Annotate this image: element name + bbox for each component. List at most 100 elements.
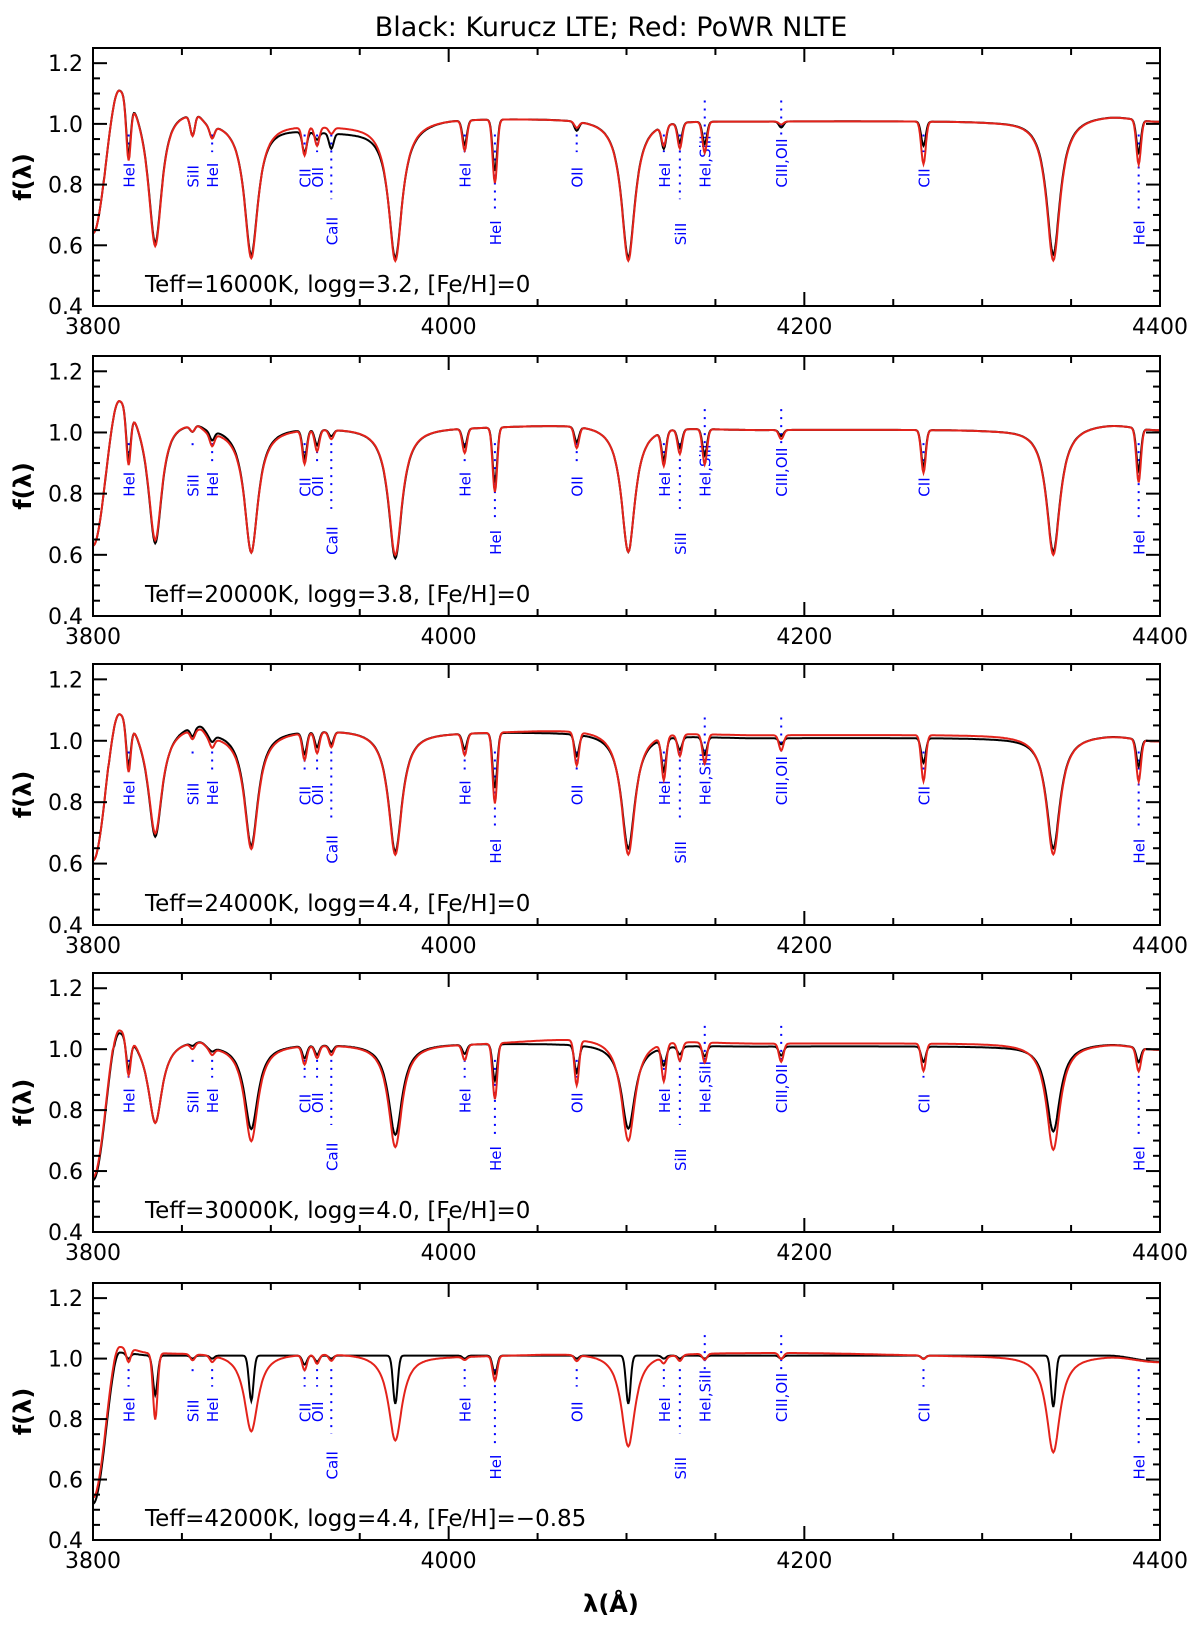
y-tick-label: 0.8 — [48, 174, 83, 199]
kurucz-lte-line — [93, 400, 1160, 561]
x-tick-label: 4400 — [1132, 934, 1188, 959]
line-id-label: OII — [569, 476, 587, 497]
x-tick-label: 3800 — [65, 315, 121, 340]
plot-frame — [92, 972, 1161, 1233]
y-tick-label: 0.4 — [48, 1221, 83, 1246]
x-tick-label: 4000 — [421, 1241, 477, 1266]
x-tick-label: 4200 — [776, 625, 832, 650]
line-id-label: HeI — [656, 1088, 674, 1113]
line-id-label: CII — [297, 168, 315, 187]
y-tick-label: 1.2 — [48, 977, 83, 1002]
line-id-label: OII — [309, 167, 327, 188]
y-tick-label: 1.0 — [48, 421, 83, 446]
x-tick-label: 3800 — [65, 625, 121, 650]
y-tick-label: 0.4 — [48, 1529, 83, 1554]
line-id-label: HeI — [656, 1397, 674, 1422]
panel-parameters-label: Teff=20000K, logg=3.8, [Fe/H]=0 — [144, 582, 530, 608]
line-id-label: HeI — [121, 472, 139, 497]
line-id-label: CII — [915, 168, 933, 187]
y-tick-label: 1.0 — [48, 1348, 83, 1373]
y-axis-label: f(λ) — [9, 153, 37, 201]
line-id-label: HeI — [487, 530, 505, 555]
line-id-label: SiII — [185, 783, 203, 806]
line-id-label: SiII — [672, 532, 690, 555]
line-id-label: CII — [297, 786, 315, 805]
x-tick-label: 4000 — [421, 315, 477, 340]
line-id-label: SiII — [185, 1091, 203, 1114]
powr-nlte-line — [93, 713, 1160, 862]
line-id-label: HeI — [1131, 839, 1149, 864]
y-axis-label: f(λ) — [9, 771, 37, 819]
line-id-label: CII — [297, 1094, 315, 1113]
x-tick-label: 4200 — [776, 1549, 832, 1574]
y-tick-label: 0.6 — [48, 1160, 83, 1185]
line-id-label: CII — [297, 1403, 315, 1422]
panel-parameters-label: Teff=24000K, logg=4.4, [Fe/H]=0 — [144, 891, 530, 917]
line-id-label: CII — [915, 477, 933, 496]
line-id-label: HeI — [121, 1088, 139, 1113]
y-tick-label: 0.6 — [48, 853, 83, 878]
line-id-label: OII — [309, 1093, 327, 1114]
powr-nlte-line — [93, 1029, 1160, 1179]
line-id-label: CII — [915, 1094, 933, 1113]
line-id-label: SiII — [185, 165, 203, 188]
y-tick-label: 0.8 — [48, 791, 83, 816]
line-id-label: OII — [309, 1401, 327, 1422]
powr-nlte-line — [93, 400, 1160, 558]
chart-title: Black: Kurucz LTE; Red: PoWR NLTE — [375, 12, 848, 43]
line-id-label: HeI — [487, 1455, 505, 1480]
line-id-label: CaII — [323, 1451, 341, 1480]
line-id-label: CII — [915, 786, 933, 805]
line-id-label: HeI — [656, 780, 674, 805]
line-id-label: HeI — [457, 1397, 475, 1422]
line-id-label: HeI — [1131, 530, 1149, 555]
line-id-label: OII — [309, 476, 327, 497]
line-id-label: SiII — [672, 223, 690, 246]
powr-nlte-line — [93, 1346, 1160, 1499]
line-id-label: HeI — [204, 1397, 222, 1422]
line-id-label: HeI — [121, 163, 139, 188]
y-tick-label: 0.8 — [48, 1099, 83, 1124]
y-tick-label: 0.6 — [48, 234, 83, 259]
line-id-label: HeI,SiII — [697, 135, 715, 187]
line-id-label: HeI — [121, 1397, 139, 1422]
line-id-label: HeI — [1131, 1455, 1149, 1480]
y-tick-label: 0.4 — [48, 295, 83, 320]
y-tick-label: 1.0 — [48, 113, 83, 138]
line-id-label: HeI — [121, 780, 139, 805]
line-id-label: CIII,OII — [773, 1373, 791, 1422]
line-id-label: OII — [569, 785, 587, 806]
y-tick-label: 1.2 — [48, 668, 83, 693]
y-tick-label: 1.2 — [48, 360, 83, 385]
line-id-label: CIII,OII — [773, 138, 791, 187]
x-tick-label: 4400 — [1132, 1549, 1188, 1574]
line-id-label: HeI — [1131, 1146, 1149, 1171]
line-id-label: SiII — [672, 841, 690, 864]
powr-nlte-line — [93, 89, 1160, 263]
line-id-label: CaII — [323, 217, 341, 246]
x-tick-label: 4000 — [421, 625, 477, 650]
x-tick-label: 4000 — [421, 1549, 477, 1574]
line-id-label: CaII — [323, 526, 341, 555]
x-tick-label: 4200 — [776, 315, 832, 340]
plot-frame — [92, 355, 1161, 617]
y-tick-label: 0.6 — [48, 544, 83, 569]
line-id-label: CIII,OII — [773, 448, 791, 497]
x-tick-label: 4200 — [776, 1241, 832, 1266]
line-id-label: HeI — [204, 780, 222, 805]
x-tick-label: 4200 — [776, 934, 832, 959]
panel-parameters-label: Teff=30000K, logg=4.0, [Fe/H]=0 — [144, 1198, 530, 1224]
line-id-label: OII — [569, 1093, 587, 1114]
x-tick-label: 3800 — [65, 934, 121, 959]
y-tick-label: 0.8 — [48, 483, 83, 508]
y-tick-label: 1.0 — [48, 730, 83, 755]
line-id-label: CIII,OII — [773, 756, 791, 805]
y-axis-label: f(λ) — [9, 1079, 37, 1127]
line-id-label: HeI — [204, 163, 222, 188]
line-id-label: CaII — [323, 835, 341, 864]
x-tick-label: 4400 — [1132, 315, 1188, 340]
